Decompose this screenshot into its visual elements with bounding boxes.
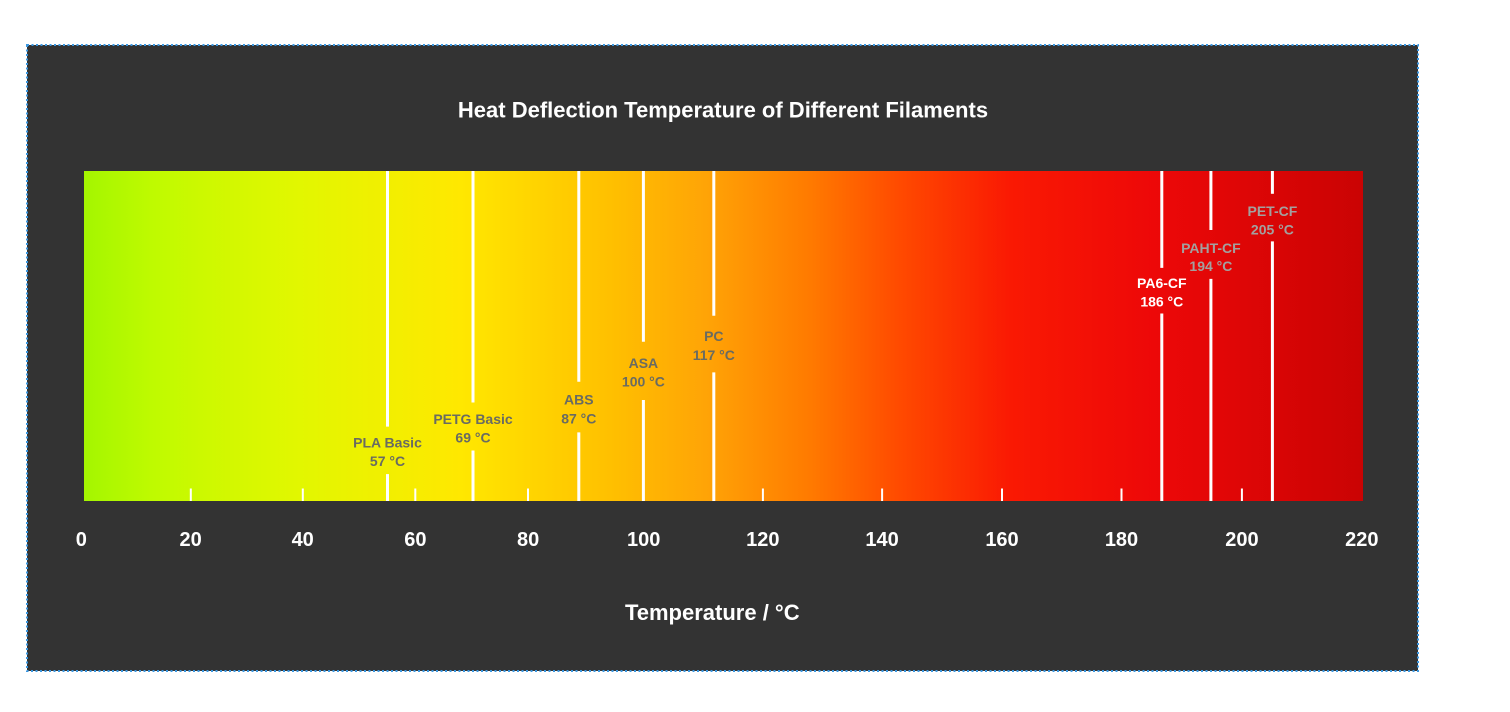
svg-text:PAHT-CF: PAHT-CF [1181,240,1241,256]
svg-text:ASA: ASA [629,355,659,371]
svg-text:ABS: ABS [564,391,594,407]
svg-text:69 °C: 69 °C [455,430,490,446]
svg-text:Temperature / °C: Temperature / °C [625,600,800,625]
svg-text:PLA Basic: PLA Basic [353,435,422,451]
svg-text:100: 100 [627,529,660,551]
svg-text:180: 180 [1105,529,1138,551]
svg-text:220: 220 [1345,529,1378,551]
svg-text:0: 0 [76,529,87,551]
svg-text:40: 40 [292,529,314,551]
svg-text:57 °C: 57 °C [370,453,405,469]
svg-text:120: 120 [746,529,779,551]
svg-text:186 °C: 186 °C [1140,293,1183,309]
svg-text:PA6-CF: PA6-CF [1137,275,1187,291]
svg-text:205 °C: 205 °C [1251,221,1294,237]
svg-text:160: 160 [985,529,1018,551]
svg-text:140: 140 [865,529,898,551]
svg-text:117 °C: 117 °C [693,347,735,363]
svg-text:PET-CF: PET-CF [1248,203,1298,219]
svg-text:60: 60 [404,529,426,551]
svg-text:200: 200 [1225,529,1258,551]
svg-text:100 °C: 100 °C [622,373,665,389]
svg-text:PETG Basic: PETG Basic [433,411,513,427]
svg-text:87 °C: 87 °C [561,411,596,427]
svg-text:Heat Deflection Temperature of: Heat Deflection Temperature of Different… [458,98,988,123]
svg-text:80: 80 [517,529,539,551]
svg-text:PC: PC [704,328,723,344]
svg-text:194 °C: 194 °C [1189,258,1232,274]
svg-text:20: 20 [179,529,201,551]
